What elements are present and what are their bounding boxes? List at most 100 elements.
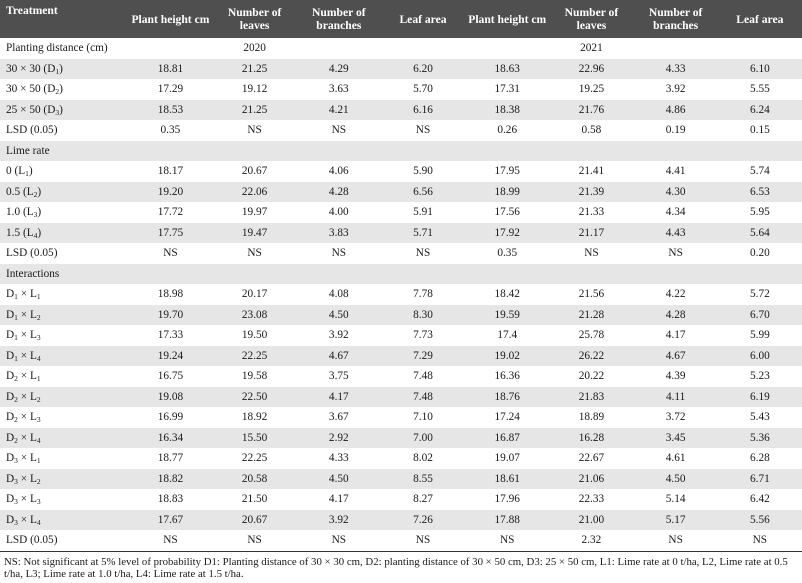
- value-cell: 21.17: [549, 222, 634, 243]
- empty-cell: [549, 263, 634, 284]
- table-row: D2 × L2 19.08 22.50 4.17 7.48 18.76 21.83 4.11 6…: [0, 386, 802, 407]
- value-cell: 22.06: [212, 181, 297, 202]
- treatment-label: D2 × L3: [0, 407, 128, 428]
- value-cell: NS: [247, 247, 262, 260]
- table-row: 30 × 30 (D1) 18.81 21.25 4.29 6.20 18.63 22.96…: [0, 58, 802, 79]
- table-row: LSD (0.05) NS NS NS NS NS 2.32 NS NS: [0, 530, 802, 552]
- subscript: 2: [36, 312, 41, 322]
- label-text: D: [6, 390, 15, 403]
- value-cell: 0.15: [749, 124, 770, 137]
- label-text: ): [59, 62, 63, 75]
- value-cell: NS: [247, 124, 262, 137]
- value-cell: 4.61: [665, 452, 686, 465]
- value-cell: 7.29: [380, 345, 466, 366]
- table-row: 30 × 50 (D2) 17.29 19.12 3.63 5.70 17.31 19.25…: [0, 79, 802, 100]
- table-row: D1 × L4 19.24 22.25 4.67 7.29 19.02 26.22 4.67 6…: [0, 345, 802, 366]
- value-cell: NS: [668, 247, 683, 260]
- label-text: ): [37, 206, 42, 219]
- value-cell: 18.98: [157, 288, 184, 301]
- treatment-label: D2 × L4: [0, 427, 129, 448]
- value-cell: NS: [415, 124, 431, 137]
- value-cell: 3.92: [665, 83, 686, 96]
- empty-cell: [128, 263, 213, 284]
- empty-cell: [296, 263, 381, 284]
- column-header: Number of branches: [633, 0, 718, 38]
- value-cell: 5.23: [749, 370, 770, 383]
- value-cell: 15.50: [212, 427, 297, 448]
- label-text: × L: [17, 349, 37, 362]
- treatment-label: D1 × L4: [0, 345, 129, 366]
- header-row: Treatment Plant height cm Number of leav…: [0, 0, 802, 38]
- value-cell: 4.67: [633, 345, 718, 366]
- subscript: 2: [14, 374, 18, 384]
- value-cell: 19.47: [212, 222, 297, 243]
- table-row: 25 × 50 (D3) 18.53 21.25 4.21 6.16 18.38 21.76…: [0, 99, 802, 120]
- value-cell: 19.20: [128, 181, 213, 202]
- value-cell: 22.25: [241, 452, 268, 465]
- value-cell: 6.19: [717, 386, 802, 407]
- value-cell: NS: [296, 530, 381, 552]
- treatment-label: 25 × 50 (D3): [0, 99, 129, 120]
- value-cell: 21.76: [549, 99, 634, 120]
- value-cell: NS: [163, 247, 178, 260]
- value-cell: 4.17: [328, 493, 349, 506]
- label-text: ): [37, 226, 42, 239]
- table-row: D1 × L2 19.70 23.08 4.50 8.30 19.59 21.28 4.28 6…: [0, 304, 802, 325]
- value-cell: 21.00: [549, 509, 634, 530]
- column-header: Plant height cm: [465, 0, 550, 38]
- value-cell: 4.11: [633, 386, 718, 407]
- value-cell: 3.72: [665, 411, 686, 424]
- value-cell: 4.08: [328, 288, 349, 301]
- treatment-label: D1 × L1: [0, 284, 128, 305]
- treatment-label: 0.5 (L2): [0, 181, 129, 202]
- label-text: D: [6, 308, 15, 321]
- value-cell: 4.34: [665, 206, 686, 219]
- subscript: 4: [36, 353, 41, 363]
- value-cell: 4.67: [296, 345, 381, 366]
- treatment-label: D3 × L3: [0, 489, 128, 510]
- value-cell: 4.41: [665, 165, 686, 178]
- value-cell: 20.17: [241, 288, 268, 301]
- value-cell: 4.33: [633, 58, 718, 79]
- label-text: 0 (L: [6, 165, 26, 178]
- label-text: × L: [17, 390, 37, 403]
- label-text: × L: [17, 431, 37, 444]
- empty-cell: [297, 38, 381, 59]
- value-cell: 7.78: [413, 288, 433, 301]
- treatment-label: D2 × L1: [0, 366, 128, 387]
- value-cell: 17.72: [157, 206, 184, 219]
- value-cell: 5.70: [413, 83, 433, 96]
- value-cell: 18.99: [465, 181, 550, 202]
- subscript: 3: [14, 456, 18, 466]
- empty-cell: [634, 38, 718, 59]
- empty-cell: [212, 263, 297, 284]
- label-text: D: [6, 513, 15, 526]
- value-cell: 7.26: [380, 509, 466, 530]
- value-cell: 21.41: [578, 165, 605, 178]
- value-cell: 4.86: [633, 99, 718, 120]
- value-cell: 22.96: [549, 58, 634, 79]
- value-cell: 6.16: [380, 99, 466, 120]
- empty-cell: [380, 140, 466, 161]
- section-label: Lime rate: [0, 140, 129, 161]
- year-label: 2021: [580, 42, 603, 55]
- value-cell: NS: [415, 247, 431, 260]
- value-cell: NS: [465, 530, 550, 552]
- value-cell: 25.78: [578, 329, 605, 342]
- subscript: 3: [14, 497, 18, 507]
- treatment-label: 30 × 50 (D2): [0, 79, 128, 100]
- treatment-label: D2 × L2: [0, 386, 129, 407]
- value-cell: 4.22: [665, 288, 686, 301]
- value-cell: 3.92: [296, 509, 381, 530]
- empty-cell: [717, 140, 802, 161]
- value-cell: NS: [584, 247, 599, 260]
- label-text: × L: [17, 411, 37, 424]
- value-cell: 21.06: [549, 468, 634, 489]
- treatment-label: D3 × L1: [0, 448, 128, 469]
- empty-cell: [718, 38, 802, 59]
- value-cell: 0.58: [581, 124, 602, 137]
- table-row: D3 × L3 18.83 21.50 4.17 8.27 17.96 22.33 5.14 6…: [0, 489, 802, 510]
- value-cell: 21.25: [212, 99, 297, 120]
- value-cell: 5.36: [717, 427, 802, 448]
